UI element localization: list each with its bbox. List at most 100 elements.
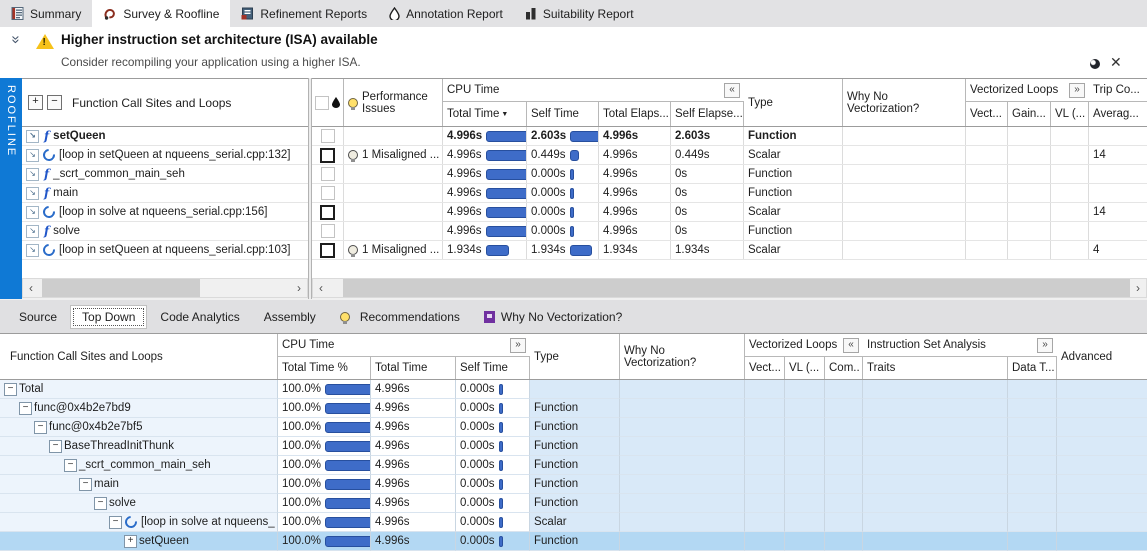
total-time-column-header[interactable]: Total Time (371, 357, 456, 379)
vertical-splitter[interactable] (308, 78, 312, 299)
expand-icon[interactable]: ↘ (26, 205, 39, 219)
collapse-toggle[interactable]: − (64, 458, 77, 472)
row-checkbox[interactable] (320, 147, 335, 163)
table-row[interactable]: ↘ [loop in setQueen at nqueens_serial.cpp… (22, 146, 308, 165)
table-row[interactable]: 1 Misaligned ... 4.996s 0.449s 4.996s 0.… (312, 146, 1147, 165)
scroll-right-icon[interactable]: › (1136, 281, 1140, 295)
advanced-column-header[interactable]: Advanced (1061, 350, 1113, 363)
performance-issues-header[interactable]: Performance Issues (344, 79, 443, 126)
collapse-toggle[interactable]: − (49, 439, 62, 453)
table-row[interactable]: ↘ f solve (22, 222, 308, 241)
table-row[interactable]: 1 Misaligned ... 1.934s 1.934s 1.934s 1.… (312, 241, 1147, 260)
why-no-vectorization-column-header[interactable]: Why No Vectorization? (620, 334, 745, 379)
table-row[interactable]: 4.996s 0.000s 4.996s 0s Function (312, 222, 1147, 241)
collapse-group-icon[interactable]: « (724, 82, 740, 98)
feedback-icon[interactable] (1090, 59, 1100, 69)
expand-icon[interactable]: ↘ (26, 167, 39, 181)
collapse-all-button[interactable]: − (47, 95, 62, 110)
table-row[interactable]: − [loop in solve at nqueens_ 100.0% 4.996… (0, 513, 1147, 532)
type-column-header[interactable]: Type (530, 334, 620, 379)
table-row[interactable]: ↘ [loop in solve at nqueens_serial.cpp:15… (22, 203, 308, 222)
table-row[interactable]: ↘ f _scrt_common_main_seh (22, 165, 308, 184)
self-time-column-header[interactable]: Self Time (527, 102, 599, 126)
row-checkbox[interactable] (320, 224, 335, 238)
average-column-header[interactable]: Averag... (1093, 108, 1139, 120)
checkbox-column-header[interactable] (312, 79, 344, 126)
expand-group-icon[interactable]: » (1069, 82, 1085, 98)
tab-source[interactable]: Source (19, 309, 58, 324)
roofline-vertical-tab[interactable]: ROOFLINE (0, 78, 22, 278)
collapse-toggle[interactable]: − (4, 382, 17, 396)
self-time-column-header[interactable]: Self Time (456, 357, 530, 379)
expand-icon[interactable]: ↘ (26, 224, 39, 238)
tab-code-analytics[interactable]: Code Analytics (160, 309, 240, 324)
table-row[interactable]: − _scrt_common_main_seh 100.0% 4.996s 0.0… (0, 456, 1147, 475)
expand-toggle[interactable]: + (124, 534, 137, 548)
scrollbar-thumb[interactable] (343, 279, 1130, 297)
collapse-group-icon[interactable]: « (843, 337, 859, 353)
total-elapsed-column-header[interactable]: Total Elaps... (599, 102, 671, 126)
table-row[interactable]: − solve 100.0% 4.996s 0.000s Function (0, 494, 1147, 513)
tree-pane-hscrollbar[interactable]: ‹ › (22, 278, 308, 298)
table-row-selected[interactable]: + setQueen 100.0% 4.996s 0.000s Function (0, 532, 1147, 551)
table-row[interactable]: − BaseThreadInitThunk 100.0% 4.996s 0.000… (0, 437, 1147, 456)
collapse-toggle[interactable]: − (34, 420, 47, 434)
scroll-left-icon[interactable]: ‹ (319, 281, 323, 295)
tab-survey-roofline[interactable]: Survey & Roofline (92, 0, 231, 27)
total-time-pct-column-header[interactable]: Total Time % (278, 357, 371, 379)
scrollbar-thumb[interactable] (42, 279, 200, 297)
instruction-set-analysis-group-header[interactable]: Instruction Set Analysis» (863, 334, 1057, 357)
table-row[interactable]: 4.996s 2.603s 4.996s 2.603s Function (312, 127, 1147, 146)
table-row[interactable]: − Total 100.0% 4.996s 0.000s (0, 380, 1147, 399)
expand-icon[interactable]: ↘ (26, 186, 39, 200)
tab-why-no-vectorization[interactable]: Why No Vectorization? (473, 306, 633, 328)
topdown-tree-header[interactable]: Function Call Sites and Loops (0, 334, 278, 379)
data-types-column-header[interactable]: Data T... (1008, 357, 1057, 379)
tab-top-down[interactable]: Top Down (70, 304, 148, 329)
vectorized-loops-group-header[interactable]: Vectorized Loops « (745, 334, 863, 357)
type-column-header[interactable]: Type (744, 79, 843, 126)
traits-column-header[interactable]: Traits (863, 357, 1008, 379)
scroll-left-icon[interactable]: ‹ (29, 281, 33, 295)
collapse-toggle[interactable]: − (94, 496, 107, 510)
tab-summary[interactable]: Summary (0, 0, 92, 27)
why-no-vectorization-column-header[interactable]: Why No Vectorization? (843, 79, 966, 126)
table-row[interactable]: ↘ [loop in setQueen at nqueens_serial.cpp… (22, 241, 308, 260)
collapse-toggle[interactable]: − (109, 515, 122, 529)
collapse-chevron-icon[interactable]: » (7, 35, 25, 44)
row-checkbox[interactable] (320, 204, 335, 220)
vectorized-loops-group-header[interactable]: Vectorized Loops» (966, 79, 1089, 102)
table-row[interactable]: 4.996s 0.000s 4.996s 0s Scalar 14 (312, 203, 1147, 222)
data-pane-hscrollbar[interactable]: ‹ › (312, 278, 1147, 298)
row-checkbox[interactable] (320, 129, 335, 143)
table-row[interactable]: − main 100.0% 4.996s 0.000s Function (0, 475, 1147, 494)
table-row[interactable]: ↘ f main (22, 184, 308, 203)
trip-counts-group-header[interactable]: Trip Co... (1089, 79, 1147, 102)
row-checkbox[interactable] (320, 242, 335, 258)
table-row[interactable]: 4.996s 0.000s 4.996s 0s Function (312, 165, 1147, 184)
vl-column-header[interactable]: VL (... (1051, 102, 1089, 126)
expand-icon[interactable]: ↘ (26, 129, 39, 143)
cpu-time-group-header[interactable]: CPU Time « (443, 79, 744, 102)
gain-column-header[interactable]: Gain... (1008, 102, 1051, 126)
expand-icon[interactable]: ↘ (26, 243, 39, 257)
scroll-right-icon[interactable]: › (297, 281, 301, 295)
row-checkbox[interactable] (320, 167, 335, 181)
tab-refinement-reports[interactable]: Refinement Reports (230, 0, 378, 27)
table-row[interactable]: 4.996s 0.000s 4.996s 0s Function (312, 184, 1147, 203)
vl-column-header[interactable]: VL (... (785, 357, 825, 379)
tab-assembly[interactable]: Assembly (263, 309, 316, 324)
expand-group-icon[interactable]: » (510, 337, 526, 353)
vect-column-header[interactable]: Vect... (745, 357, 785, 379)
tab-suitability-report[interactable]: Suitability Report (514, 0, 645, 27)
vect-column-header[interactable]: Vect... (966, 102, 1008, 126)
self-elapsed-column-header[interactable]: Self Elapse... (671, 102, 744, 126)
expand-icon[interactable]: ↘ (26, 148, 39, 162)
tab-annotation-report[interactable]: Annotation Report (378, 0, 514, 27)
expand-all-button[interactable]: + (28, 95, 43, 110)
table-row[interactable]: ↘ f setQueen (22, 127, 308, 146)
com-column-header[interactable]: Com.. (825, 357, 863, 379)
collapse-toggle[interactable]: − (19, 401, 32, 415)
table-row[interactable]: − func@0x4b2e7bd9 100.0% 4.996s 0.000s Fu… (0, 399, 1147, 418)
header-checkbox[interactable] (315, 95, 329, 110)
